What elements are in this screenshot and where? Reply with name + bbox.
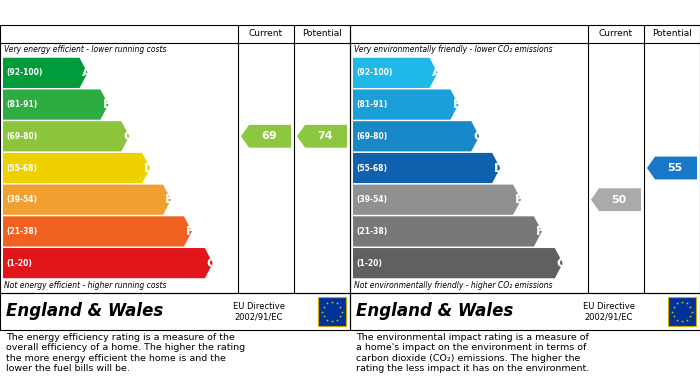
Polygon shape: [3, 216, 192, 247]
Polygon shape: [3, 248, 213, 278]
Polygon shape: [353, 216, 542, 247]
Text: D: D: [494, 161, 505, 174]
Text: F: F: [186, 225, 195, 238]
Polygon shape: [297, 125, 347, 148]
Text: (92-100): (92-100): [6, 68, 43, 77]
Text: G: G: [206, 256, 217, 270]
Text: (81-91): (81-91): [6, 100, 37, 109]
Text: E: E: [515, 193, 524, 206]
Text: (21-38): (21-38): [6, 227, 37, 236]
Text: 74: 74: [317, 131, 332, 141]
Polygon shape: [647, 156, 697, 179]
Text: Very energy efficient - lower running costs: Very energy efficient - lower running co…: [4, 45, 167, 54]
Polygon shape: [353, 153, 500, 183]
Text: England & Wales: England & Wales: [356, 303, 513, 321]
Polygon shape: [3, 58, 88, 88]
Text: B: B: [452, 98, 462, 111]
Text: (55-68): (55-68): [356, 163, 387, 172]
Text: E: E: [165, 193, 174, 206]
Text: F: F: [536, 225, 545, 238]
Text: Very environmentally friendly - lower CO₂ emissions: Very environmentally friendly - lower CO…: [354, 45, 552, 54]
FancyBboxPatch shape: [318, 297, 346, 326]
Polygon shape: [3, 185, 171, 215]
Text: (21-38): (21-38): [356, 227, 387, 236]
Text: Not environmentally friendly - higher CO₂ emissions: Not environmentally friendly - higher CO…: [354, 281, 552, 290]
Text: (1-20): (1-20): [356, 258, 382, 268]
Text: Not energy efficient - higher running costs: Not energy efficient - higher running co…: [4, 281, 167, 290]
Polygon shape: [3, 153, 150, 183]
Text: A: A: [82, 66, 91, 79]
Text: (92-100): (92-100): [356, 68, 393, 77]
FancyBboxPatch shape: [668, 297, 696, 326]
Text: (81-91): (81-91): [356, 100, 387, 109]
Polygon shape: [591, 188, 641, 211]
Text: (39-54): (39-54): [6, 195, 37, 204]
Polygon shape: [353, 58, 438, 88]
Text: G: G: [556, 256, 567, 270]
Text: The environmental impact rating is a measure of
a home's impact on the environme: The environmental impact rating is a mea…: [356, 333, 589, 373]
Text: B: B: [102, 98, 112, 111]
Text: C: C: [473, 130, 482, 143]
Text: EU Directive
2002/91/EC: EU Directive 2002/91/EC: [233, 302, 285, 321]
Text: Potential: Potential: [302, 29, 342, 38]
Text: 55: 55: [667, 163, 682, 173]
Text: (1-20): (1-20): [6, 258, 32, 268]
Text: 50: 50: [611, 195, 626, 205]
Text: C: C: [123, 130, 132, 143]
Text: (69-80): (69-80): [356, 132, 387, 141]
Text: A: A: [432, 66, 441, 79]
Text: (55-68): (55-68): [6, 163, 37, 172]
Polygon shape: [3, 121, 130, 151]
Text: D: D: [144, 161, 155, 174]
Text: (39-54): (39-54): [356, 195, 387, 204]
Text: EU Directive
2002/91/EC: EU Directive 2002/91/EC: [583, 302, 635, 321]
Text: Current: Current: [249, 29, 283, 38]
Text: The energy efficiency rating is a measure of the
overall efficiency of a home. T: The energy efficiency rating is a measur…: [6, 333, 245, 373]
Text: Potential: Potential: [652, 29, 692, 38]
Polygon shape: [353, 248, 563, 278]
Polygon shape: [353, 121, 480, 151]
Polygon shape: [353, 90, 458, 120]
Polygon shape: [3, 90, 108, 120]
Text: England & Wales: England & Wales: [6, 303, 163, 321]
Polygon shape: [241, 125, 291, 148]
Text: Environmental Impact (CO₂) Rating: Environmental Impact (CO₂) Rating: [358, 6, 591, 19]
Text: Current: Current: [599, 29, 633, 38]
Text: 69: 69: [261, 131, 277, 141]
Text: (69-80): (69-80): [6, 132, 37, 141]
Polygon shape: [353, 185, 521, 215]
Text: Energy Efficiency Rating: Energy Efficiency Rating: [8, 6, 172, 19]
